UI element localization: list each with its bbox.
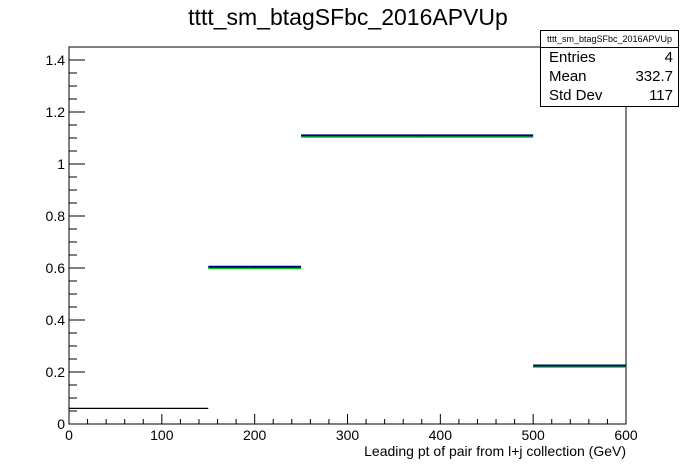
x-axis-ticks: 0 100 200 300 400 500 600: [65, 414, 638, 443]
histogram-bins: [69, 134, 626, 409]
stats-entries-value: 4: [664, 49, 673, 66]
x-axis-label: Leading pt of pair from l+j collection (…: [364, 443, 626, 459]
x-tick-label: 600: [614, 427, 638, 443]
x-tick-label: 200: [243, 427, 267, 443]
x-tick-label: 400: [429, 427, 453, 443]
x-tick-label: 100: [150, 427, 174, 443]
histogram-bin: [301, 134, 534, 138]
x-tick-label: 300: [336, 427, 360, 443]
x-tick-label: 500: [521, 427, 545, 443]
x-tick-label: 0: [65, 427, 73, 443]
histogram-bin: [533, 364, 626, 368]
stats-entries-label: Entries: [549, 49, 596, 66]
y-tick-label: 1: [57, 156, 65, 172]
histogram-bin: [208, 265, 302, 270]
chart-title: tttt_sm_btagSFbc_2016APVUp: [188, 4, 508, 30]
stats-box: tttt_sm_btagSFbc_2016APVUp Entries 4 Mea…: [540, 30, 679, 107]
y-tick-label: 1.4: [46, 52, 66, 68]
y-tick-label: 0.6: [46, 260, 66, 276]
y-tick-label: 0.8: [46, 208, 66, 224]
stats-row-mean: Mean 332.7: [541, 67, 678, 86]
stats-row-entries: Entries 4: [541, 48, 678, 67]
y-tick-label: 0.4: [46, 312, 66, 328]
stats-mean-label: Mean: [549, 68, 587, 85]
y-tick-label: 0.2: [46, 364, 66, 380]
stats-mean-value: 332.7: [635, 68, 673, 85]
y-tick-label: 1.2: [46, 104, 66, 120]
y-tick-label: 0: [57, 416, 65, 432]
stats-stddev-label: Std Dev: [549, 87, 603, 104]
stats-stddev-value: 117: [649, 87, 673, 104]
y-axis-ticks: 0 0.2 0.4 0.6 0.8 1 1.2 1.4: [46, 46, 85, 432]
stats-row-stddev: Std Dev 117: [541, 86, 678, 105]
stats-box-title: tttt_sm_btagSFbc_2016APVUp: [541, 31, 678, 48]
